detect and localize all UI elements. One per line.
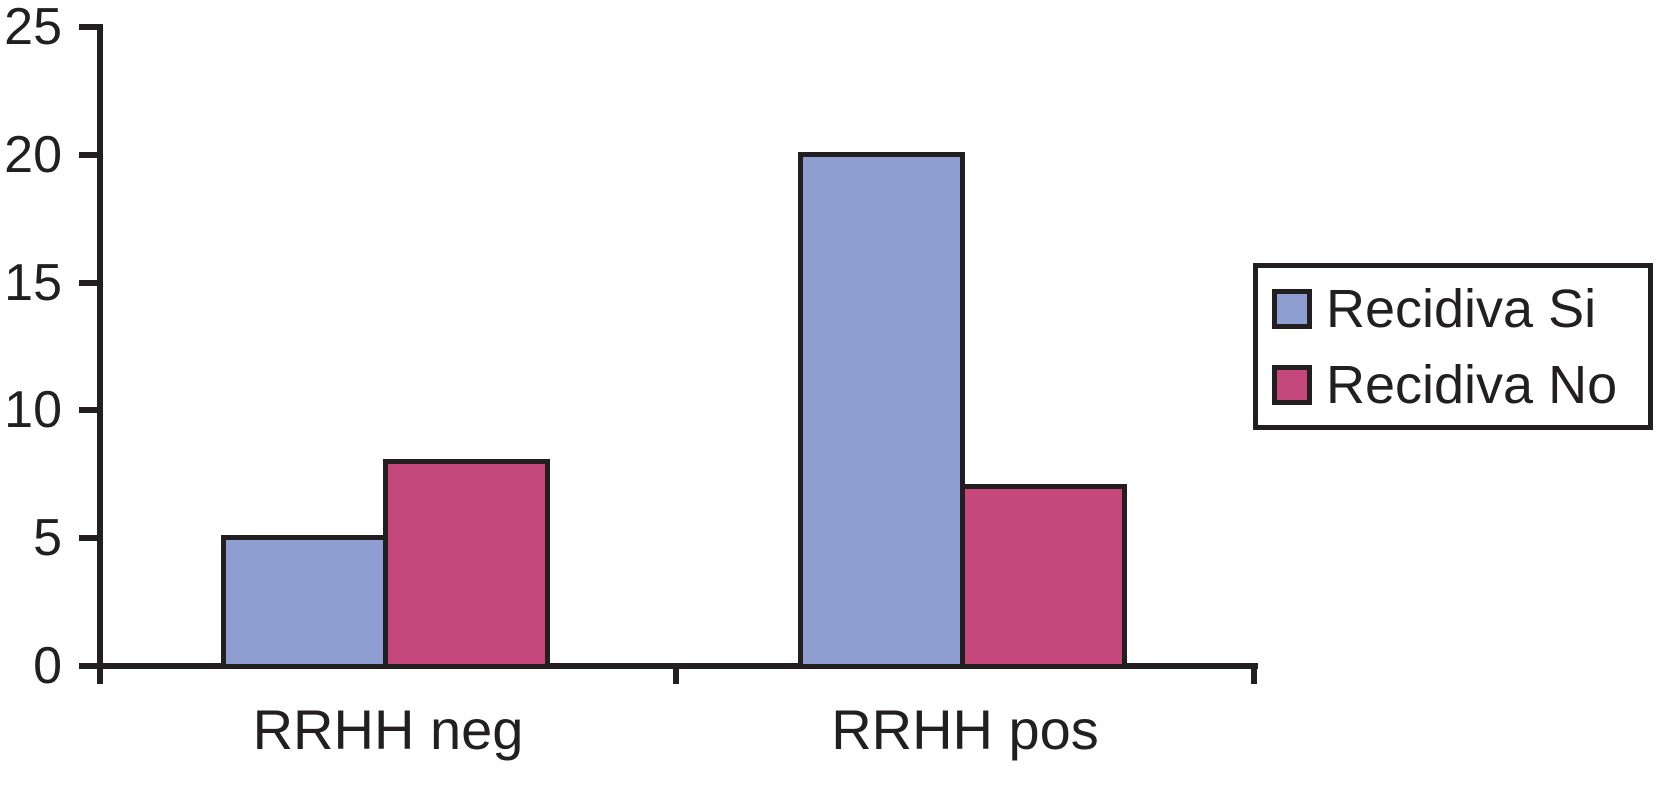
y-axis-label-0: 0	[33, 637, 62, 695]
bar-recidiva-si-rrhh-neg	[221, 535, 388, 669]
y-axis-tick-10	[79, 407, 103, 414]
legend-item-recidiva-no: Recidiva No	[1272, 358, 1648, 412]
x-axis-line	[80, 663, 1258, 669]
bar-recidiva-no-rrhh-neg	[383, 458, 550, 669]
y-axis-tick-15	[79, 279, 103, 286]
legend-swatch-recidiva-si	[1272, 288, 1312, 329]
y-axis-tick-5	[79, 535, 103, 542]
legend-label-recidiva-no: Recidiva No	[1326, 354, 1618, 415]
y-axis-label-10: 10	[4, 381, 62, 440]
x-axis-category-label-rrhh-pos: RRHH pos	[831, 698, 1099, 761]
x-axis-category-label-rrhh-neg: RRHH neg	[252, 698, 524, 761]
y-axis-tick-20	[79, 151, 103, 158]
legend-item-recidiva-si: Recidiva Si	[1272, 282, 1648, 336]
y-axis-label-20: 20	[4, 125, 62, 184]
y-axis-label-25: 25	[4, 0, 62, 56]
y-axis-tick-0	[79, 663, 103, 669]
bar-recidiva-si-rrhh-pos	[798, 151, 965, 669]
x-axis-tick-0	[673, 666, 679, 684]
bar-recidiva-no-rrhh-pos	[960, 484, 1127, 669]
legend-label-recidiva-si: Recidiva Si	[1326, 278, 1597, 339]
y-axis-label-5: 5	[33, 509, 62, 568]
y-axis-label-15: 15	[4, 253, 62, 312]
x-axis-tick-1	[1251, 666, 1257, 684]
y-axis-line	[97, 27, 103, 684]
y-axis-tick-25	[79, 24, 103, 30]
legend-swatch-recidiva-no	[1272, 364, 1312, 405]
legend: Recidiva Si Recidiva No	[1253, 263, 1653, 430]
